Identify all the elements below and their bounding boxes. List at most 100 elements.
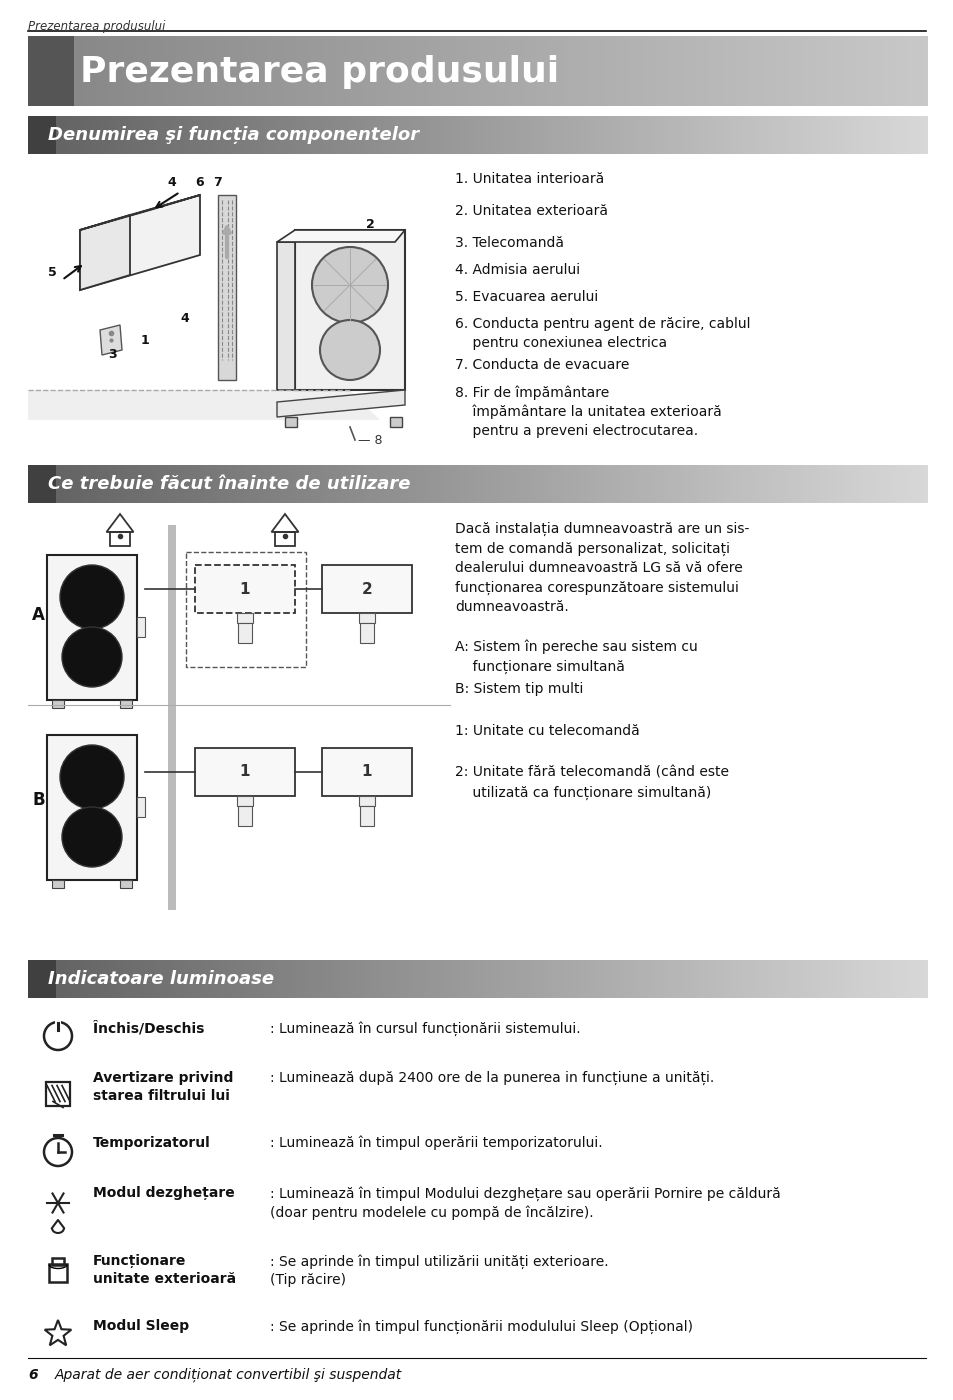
Bar [688, 36, 692, 106]
Bar [503, 36, 507, 106]
Bar [852, 465, 856, 503]
Bar [799, 960, 801, 998]
Bar [882, 960, 885, 998]
Bar [639, 36, 643, 106]
Bar [780, 36, 782, 106]
Bar [91, 465, 94, 503]
Bar [127, 465, 131, 503]
Bar [909, 116, 913, 154]
Bar [462, 116, 466, 154]
Bar [76, 116, 79, 154]
Bar [578, 36, 580, 106]
Bar [253, 116, 256, 154]
Bar [922, 36, 924, 106]
Bar [226, 465, 230, 503]
Bar [258, 465, 262, 503]
Bar [669, 960, 673, 998]
Bar [436, 960, 439, 998]
Bar [178, 465, 181, 503]
Bar [606, 116, 610, 154]
Bar [507, 465, 511, 503]
Bar [97, 465, 100, 503]
Bar [196, 36, 199, 106]
Bar [223, 960, 226, 998]
Bar [250, 960, 253, 998]
Bar [145, 36, 149, 106]
Bar [223, 465, 226, 503]
Bar [582, 465, 586, 503]
Bar [717, 36, 720, 106]
Bar [864, 960, 867, 998]
Text: 6. Conducta pentru agent de răcire, cablul
    pentru conexiunea electrica: 6. Conducta pentru agent de răcire, cabl… [455, 316, 750, 350]
Bar [370, 116, 374, 154]
Bar [441, 960, 445, 998]
Bar [480, 36, 484, 106]
Bar [567, 465, 571, 503]
Bar [750, 960, 754, 998]
Bar [172, 465, 175, 503]
Bar [109, 116, 112, 154]
Bar [64, 116, 68, 154]
Bar [208, 465, 212, 503]
Bar [564, 960, 568, 998]
Bar [301, 116, 304, 154]
Bar [118, 465, 121, 503]
Bar [165, 36, 169, 106]
Bar [771, 960, 775, 998]
Bar [522, 465, 526, 503]
Bar [637, 116, 639, 154]
Bar [349, 465, 352, 503]
Bar [529, 960, 532, 998]
Bar [921, 465, 924, 503]
Bar [515, 36, 518, 106]
Bar [867, 465, 871, 503]
Bar [739, 116, 741, 154]
Bar [423, 116, 427, 154]
Bar [550, 116, 553, 154]
Bar [343, 960, 346, 998]
Bar [79, 465, 82, 503]
Bar [820, 116, 822, 154]
Bar [757, 116, 760, 154]
Bar [410, 36, 413, 106]
Bar [569, 36, 572, 106]
Bar [762, 36, 765, 106]
Bar [276, 960, 280, 998]
Bar [229, 960, 233, 998]
Bar [334, 116, 337, 154]
Bar [700, 465, 702, 503]
Bar [402, 960, 406, 998]
Bar [370, 36, 373, 106]
Bar [108, 36, 112, 106]
Bar [293, 36, 296, 106]
Bar [378, 116, 382, 154]
Bar [574, 960, 577, 998]
Bar [483, 116, 487, 154]
Bar [116, 36, 120, 106]
Bar [313, 960, 316, 998]
Bar [540, 36, 543, 106]
Bar [265, 116, 268, 154]
Bar [490, 465, 493, 503]
Bar [124, 116, 128, 154]
Bar [58, 116, 61, 154]
Bar [225, 36, 228, 106]
Bar [771, 36, 774, 106]
Bar [86, 36, 89, 106]
Bar [40, 465, 44, 503]
Bar [876, 960, 880, 998]
Bar [627, 116, 631, 154]
Bar [67, 116, 71, 154]
Bar [232, 960, 235, 998]
Bar [357, 960, 361, 998]
Bar [760, 116, 762, 154]
Bar [313, 116, 316, 154]
Text: : Luminează în timpul Modului dezghețare sau operării Pornire pe căldură
(doar p: : Luminează în timpul Modului dezghețare… [270, 1186, 780, 1219]
Bar [726, 960, 730, 998]
Bar [577, 465, 579, 503]
Bar [388, 116, 391, 154]
Bar [132, 465, 136, 503]
Bar [540, 960, 544, 998]
Bar [792, 116, 796, 154]
Bar [289, 465, 293, 503]
